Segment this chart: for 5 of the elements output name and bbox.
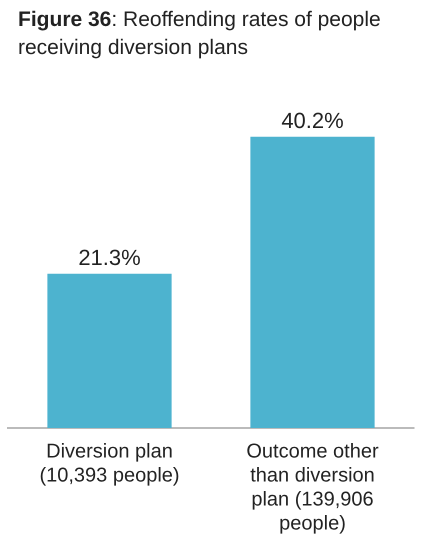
- x-tick-label: Diversion plan (10,393 people): [39, 440, 180, 487]
- data-label: 40.2%: [281, 108, 344, 133]
- data-label: 21.3%: [78, 244, 141, 270]
- x-tick-label: Outcome other than diversion plan (139,906 people): [246, 440, 379, 535]
- chart-title: Figure 36: Reoffending rates of people receiving diversion plans: [18, 7, 382, 61]
